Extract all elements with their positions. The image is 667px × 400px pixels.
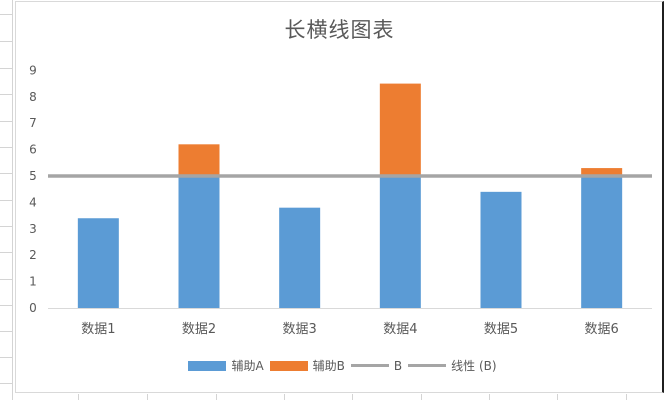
bar-aux-a [77,218,119,308]
y-axis: 0 1 2 3 4 5 6 7 8 9 [29,63,37,315]
bar-aux-b [178,144,220,176]
legend-item-aux-b[interactable]: 辅助B [269,357,345,374]
x-tick-label: 数据5 [484,322,518,337]
chart-area[interactable] [15,1,664,393]
legend-item-b[interactable]: B [350,358,403,373]
bar-series [77,83,623,308]
y-tick-label: 6 [29,143,37,157]
y-tick-label: 4 [29,195,37,209]
y-tick-label: 7 [29,116,37,130]
chart-title: 长横线图表 [284,18,395,42]
x-tick-label: 数据3 [283,322,317,337]
legend-item-aux-a[interactable]: 辅助A [188,357,264,374]
bar-aux-b [379,83,421,176]
y-tick-label: 5 [29,169,37,183]
y-tick-label: 8 [29,90,37,104]
y-tick-label: 9 [29,63,37,77]
y-tick-label: 1 [29,275,37,289]
x-axis: 数据1 数据2 数据3 数据4 数据5 数据6 [48,308,652,337]
y-tick-label: 2 [29,248,37,262]
bar-aux-a [480,191,522,308]
bar-aux-b [581,168,623,176]
x-tick-label: 数据2 [182,322,216,337]
legend-label: 辅助A [231,359,264,373]
bar-aux-a [379,176,421,308]
legend-swatch-line [350,364,389,367]
bar-aux-a [581,176,623,308]
x-tick-label: 数据6 [585,322,619,337]
bar-aux-a [279,207,321,308]
legend-label: B [393,358,403,373]
chart-legend: 辅助A 辅助B B 线性 (B) [0,357,667,374]
legend-item-trendline[interactable]: 线性 (B) [408,357,497,374]
legend-swatch-line [408,364,447,367]
bar-aux-a [178,176,220,308]
x-tick-label: 数据4 [383,322,417,337]
legend-label: 辅助B [312,359,345,373]
legend-swatch-blue [188,360,227,371]
legend-label: 线性 (B) [451,359,497,373]
y-tick-label: 0 [29,301,37,315]
x-tick-label: 数据1 [81,322,115,337]
legend-swatch-orange [269,360,308,371]
y-tick-label: 3 [29,222,37,236]
